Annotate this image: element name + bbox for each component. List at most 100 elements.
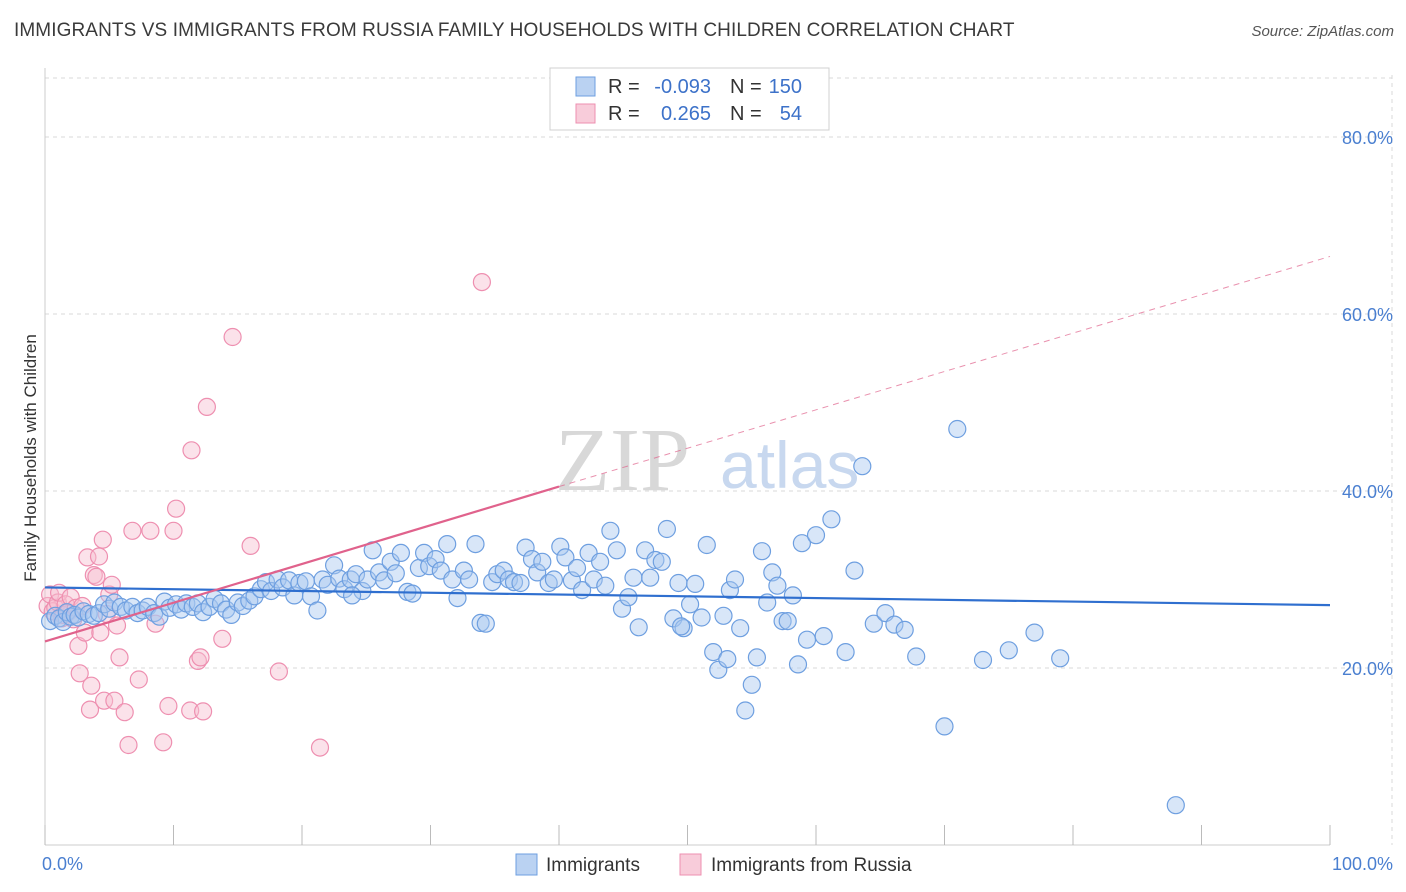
immigrant-point <box>646 550 665 570</box>
legend-r-label-1: R = <box>608 76 640 98</box>
russia-point <box>70 664 89 683</box>
russia-point <box>115 703 134 722</box>
immigrant-point <box>806 526 826 545</box>
immigrant-point <box>768 576 787 595</box>
immigrant-point <box>788 655 808 674</box>
immigrant-point <box>504 572 524 592</box>
immigrant-point <box>845 561 864 580</box>
immigrant-point <box>736 701 755 720</box>
series-legend: Immigrants Immigrants from Russia <box>515 853 912 876</box>
immigrant-point <box>641 568 660 587</box>
correlation-legend: R = -0.093 N = 150 R = 0.265 N = 54 <box>549 67 830 131</box>
legend-n-label-2: N = <box>730 103 762 125</box>
immigrant-point <box>629 618 648 637</box>
immigrant-point <box>551 537 570 556</box>
immigrant-point <box>686 574 705 594</box>
immigrant-point <box>999 641 1018 660</box>
russia-point <box>164 521 183 540</box>
legend-n-value-1: 150 <box>769 76 802 98</box>
immigrant-point <box>499 570 518 589</box>
watermark: ZIP atlas <box>555 411 859 510</box>
immigrant-point <box>471 613 490 633</box>
chart-title: IMMIGRANTS VS IMMIGRANTS FROM RUSSIA FAM… <box>14 20 1015 41</box>
immigrant-point <box>308 601 327 620</box>
watermark-atlas: atlas <box>720 428 859 502</box>
immigrant-point <box>814 626 833 646</box>
immigrant-point <box>426 549 445 569</box>
russia-trend-line <box>44 485 560 643</box>
russia-point <box>167 499 186 518</box>
russia-point <box>181 701 200 720</box>
russia-point <box>82 676 101 695</box>
grid-lines <box>45 75 1393 845</box>
immigrant-point <box>601 521 620 540</box>
russia-point <box>194 702 213 721</box>
russia-point <box>141 521 160 540</box>
immigrant-point <box>375 571 394 590</box>
series-legend-swatch-immigrants <box>515 853 538 876</box>
legend-n-label-1: N = <box>730 76 762 98</box>
immigrant-point <box>657 519 677 539</box>
series-legend-swatch-russia <box>679 853 702 876</box>
legend-swatch-russia <box>575 103 596 124</box>
immigrant-point <box>74 602 93 621</box>
immigrant-point <box>539 573 558 593</box>
russia-point <box>472 273 491 292</box>
immigrant-point <box>528 563 547 582</box>
immigrant-point <box>948 419 967 439</box>
russia-point <box>197 397 216 416</box>
immigrant-point <box>619 588 638 607</box>
immigrant-point <box>1051 649 1070 668</box>
immigrant-point <box>612 599 632 618</box>
russia-point <box>182 441 201 460</box>
russia-point <box>94 691 114 710</box>
russia-point <box>89 547 109 566</box>
immigrant-point <box>773 611 792 631</box>
y-tick-label: 60.0% <box>1342 305 1393 325</box>
immigrant-point <box>544 570 564 589</box>
russia-point <box>154 733 173 752</box>
immigrant-point <box>454 561 473 580</box>
immigrant-point <box>718 649 737 669</box>
immigrant-point <box>590 552 610 571</box>
immigrant-point <box>245 587 264 606</box>
immigrant-point <box>1166 796 1185 815</box>
immigrant-point <box>853 457 872 476</box>
russia-point <box>123 521 142 540</box>
immigrant-point <box>747 648 767 667</box>
immigrant-point <box>731 619 750 638</box>
immigrant-point <box>725 570 745 589</box>
immigrant-point <box>697 535 716 555</box>
immigrant-point <box>907 647 926 666</box>
russia-point <box>129 670 148 689</box>
y-axis-label: Family Households with Children <box>21 334 40 582</box>
immigrant-point <box>669 573 688 593</box>
immigrant-point <box>714 606 733 625</box>
immigrant-point <box>671 617 691 636</box>
immigrant-point <box>343 586 362 605</box>
immigrant-point <box>1025 623 1044 642</box>
legend-box <box>549 67 830 131</box>
immigrant-point <box>836 642 855 662</box>
immigrant-point <box>742 675 761 694</box>
immigrant-point <box>864 614 883 633</box>
russia-point <box>191 648 210 667</box>
russia-trend-extension <box>558 255 1331 488</box>
legend-r-value-1: -0.093 <box>654 76 711 98</box>
russia-point <box>269 662 288 681</box>
immigrant-point <box>420 557 439 576</box>
axes: 20.0% 40.0% 60.0% 80.0% 0.0% 100.0% <box>42 68 1393 874</box>
russia-point <box>310 738 330 757</box>
russia-point <box>80 700 100 719</box>
legend-r-value-2: 0.265 <box>661 103 711 125</box>
russia-point <box>93 530 112 549</box>
immigrant-point <box>516 538 535 557</box>
russia-point <box>110 648 129 667</box>
immigrant-point <box>797 630 817 649</box>
x-tick-label: 100.0% <box>1332 854 1393 874</box>
immigrant-point <box>652 552 671 571</box>
immigrant-point <box>935 717 954 736</box>
series-legend-label-immigrants: Immigrants <box>546 855 640 876</box>
immigrant-point <box>973 650 993 670</box>
